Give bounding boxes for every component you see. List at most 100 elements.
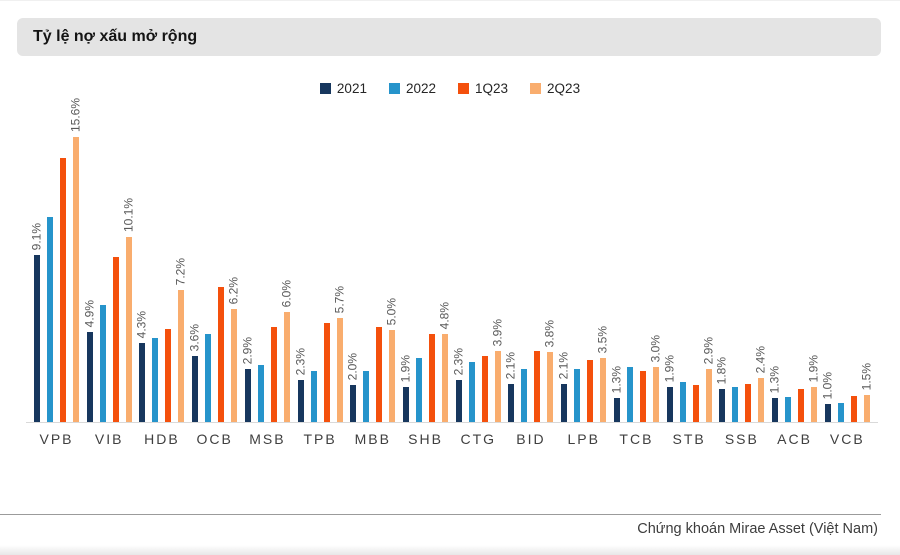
bar-group-lpb: 2.1% 3.5% LPB — [557, 91, 610, 447]
bar-group-mbb: 2.0% 5.0% MBB — [345, 91, 399, 447]
bar-value-label: 2.4% — [753, 345, 768, 373]
x-axis-label-lpb: LPB — [567, 431, 600, 447]
x-axis-label-hdb: HDB — [144, 431, 180, 447]
bar-2022-vib — [99, 305, 106, 422]
bar-2021-ssb — [719, 389, 726, 422]
bar-slot — [270, 91, 277, 422]
x-axis-label-ctg: CTG — [460, 431, 497, 447]
bar-value-label: 4.9% — [82, 299, 97, 327]
bar-group-tcb: 1.3% 3.0% TCB — [609, 91, 662, 447]
bar-slot — [112, 91, 119, 422]
bar-value-label: 1.3% — [767, 365, 782, 393]
bar-slot — [363, 91, 370, 422]
bar-2Q23-vcb — [863, 395, 870, 422]
bar-2021-vcb — [824, 404, 831, 422]
bar-slot — [639, 91, 646, 422]
bar-value-label: 2.3% — [451, 347, 466, 375]
bar-value-label: 6.2% — [226, 276, 241, 304]
bar-slot: 2.1% — [504, 91, 518, 422]
bar-slot — [165, 91, 172, 422]
bar-value-label: 2.0% — [345, 352, 360, 380]
bar-2021-tpb — [297, 380, 304, 422]
bar-2021-bid — [508, 384, 515, 422]
bar-group-msb: 2.9% 6.0% MSB — [240, 91, 293, 447]
bar-slot — [99, 91, 106, 422]
bar-value-label: 3.9% — [490, 318, 505, 346]
bar-slot: 3.0% — [648, 91, 662, 422]
bar-2Q23-msb — [283, 312, 290, 422]
bar-group-stb: 1.9% 2.9% STB — [662, 91, 715, 447]
bar-2021-hdb — [139, 343, 146, 422]
bar-value-label: 3.0% — [648, 334, 663, 362]
bar-group-bid: 2.1% 3.8% BID — [504, 91, 557, 447]
legend-label: 2022 — [405, 81, 437, 96]
bar-slot: 1.3% — [768, 91, 782, 422]
bar-2022-bid — [521, 369, 528, 422]
bar-2022-ctg — [468, 362, 475, 422]
bar-value-label: 3.8% — [542, 319, 557, 347]
bar-slot: 4.8% — [438, 91, 452, 422]
bar-slot: 2.9% — [701, 91, 715, 422]
bar-slot: 4.9% — [82, 91, 96, 422]
bar-slot: 1.8% — [715, 91, 729, 422]
bar-1Q23-mbb — [376, 327, 383, 422]
bar-2022-acb — [785, 397, 792, 422]
bar-slot: 4.3% — [135, 91, 149, 422]
bar-slot: 3.8% — [543, 91, 557, 422]
x-axis-label-ocb: OCB — [196, 431, 233, 447]
bar-slot: 6.0% — [279, 91, 293, 422]
bar-value-label: 5.0% — [384, 297, 399, 325]
bar-2021-acb — [772, 398, 779, 422]
bar-2022-lpb — [574, 369, 581, 422]
bar-1Q23-ocb — [218, 287, 225, 422]
bar-value-label: 1.3% — [609, 365, 624, 393]
bar-slot: 2.3% — [293, 91, 307, 422]
bar-2Q23-shb — [442, 334, 449, 422]
bar-2021-vpb — [34, 255, 40, 422]
bar-slot: 2.1% — [557, 91, 571, 422]
bar-slot — [257, 91, 264, 422]
bar-1Q23-ssb — [745, 384, 752, 422]
chart-plot-area: 9.1% 15.6% VPB 4.9% 10.1% VIB 4.3% 7.2% HDB 3.6% 6… — [26, 91, 878, 447]
bar-slot: 2.4% — [754, 91, 768, 422]
bar-2Q23-acb — [811, 387, 818, 422]
bar-slot — [785, 91, 792, 422]
bar-group-ssb: 1.8% 2.4% SSB — [715, 91, 768, 447]
x-axis-label-vib: VIB — [94, 431, 124, 447]
bar-1Q23-tcb — [639, 371, 646, 422]
bar-value-label: 9.1% — [29, 222, 44, 250]
bar-slot: 1.3% — [609, 91, 623, 422]
bar-slot — [574, 91, 581, 422]
bar-value-label: 2.9% — [240, 336, 255, 364]
bar-group-hdb: 4.3% 7.2% HDB — [135, 91, 188, 447]
source-attribution: Chứng khoán Mirae Asset (Việt Nam) — [637, 521, 878, 537]
bar-slot — [310, 91, 317, 422]
bar-2022-stb — [679, 382, 686, 422]
bar-2021-stb — [666, 387, 673, 422]
bar-1Q23-vpb — [60, 158, 66, 422]
legend-item-2021: 2021 — [319, 81, 367, 96]
bar-slot — [205, 91, 212, 422]
bar-group-vpb: 9.1% 15.6% VPB — [29, 91, 83, 447]
bar-slot — [587, 91, 594, 422]
footer-divider — [0, 514, 881, 515]
legend-swatch-2022 — [388, 83, 400, 94]
bar-2022-tcb — [626, 367, 633, 422]
bar-group-ocb: 3.6% 6.2% OCB — [188, 91, 241, 447]
bar-slot — [692, 91, 699, 422]
bar-2021-ctg — [455, 380, 462, 422]
x-axis-label-acb: ACB — [777, 431, 812, 447]
bar-2Q23-ssb — [758, 378, 765, 422]
bar-group-shb: 1.9% 4.8% SHB — [399, 91, 452, 447]
bar-1Q23-ctg — [481, 356, 488, 422]
bar-value-label: 2.3% — [293, 347, 308, 375]
bar-slot: 1.9% — [399, 91, 413, 422]
x-axis-label-tpb: TPB — [303, 431, 337, 447]
legend-label: 2021 — [336, 81, 367, 96]
bar-value-label: 2.1% — [556, 351, 571, 379]
bar-slot — [798, 91, 805, 422]
bar-slot: 1.0% — [820, 91, 834, 422]
bar-slot — [468, 91, 475, 422]
bar-slot — [521, 91, 528, 422]
bar-group-acb: 1.3% 1.9% ACB — [768, 91, 821, 447]
